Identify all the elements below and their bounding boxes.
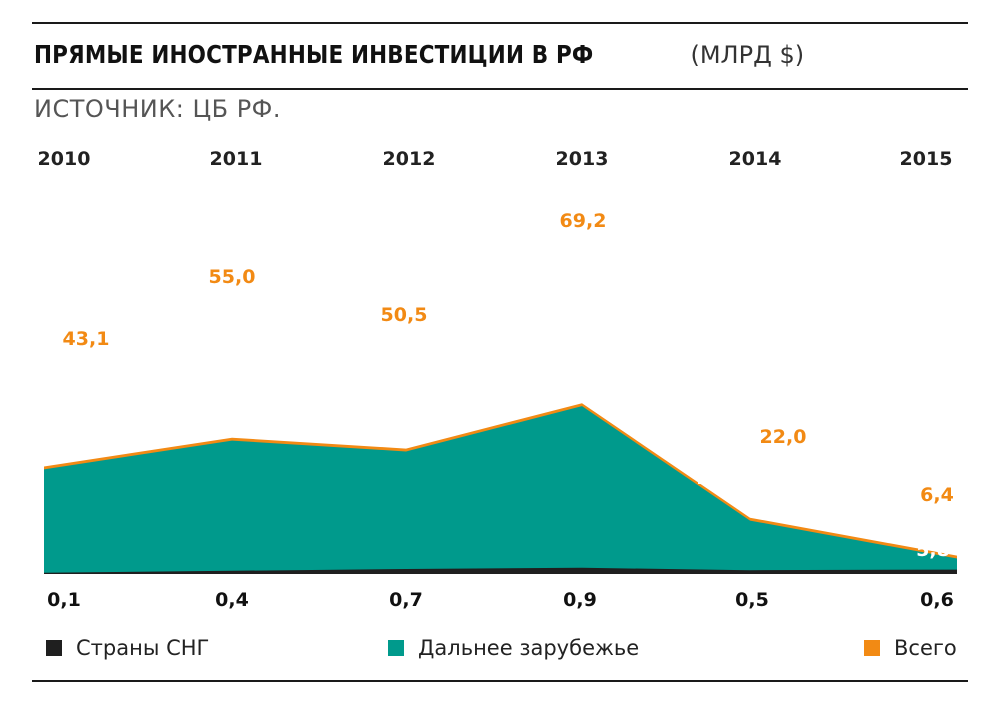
legend-swatch-cis [46,640,62,656]
x-tick-label-2014: 2014 [729,148,782,170]
x-tick-label-2011: 2011 [210,148,263,170]
legend-item-far-abroad: Дальнее зарубежье [388,636,639,660]
data-label-cis-2014: 0,5 [735,589,769,611]
legend-swatch-total [864,640,880,656]
data-label-far-abroad-2015: 5,8 [916,539,950,561]
data-label-total-2011: 55,0 [209,266,256,288]
chart-source: ИСТОЧНИК: ЦБ РФ. [34,95,281,123]
data-label-total-2015: 6,4 [920,484,954,506]
data-label-total-2014: 22,0 [760,426,807,448]
data-label-cis-2013: 0,9 [563,589,597,611]
data-label-far-abroad-2010: 43,0 [63,407,110,429]
top-rule [32,22,968,24]
data-label-total-2013: 69,2 [560,210,607,232]
data-label-cis-2010: 0,1 [47,589,81,611]
title-rule [32,88,968,90]
data-label-total-2012: 50,5 [381,304,428,326]
legend-label-total: Всего [894,636,957,660]
chart-unit: (МЛРД $) [690,41,805,69]
data-label-far-abroad-2011: 54,6 [207,328,254,350]
series-area-cis [44,567,957,574]
data-label-far-abroad-2014: 21,5 [697,467,744,489]
legend-item-cis: Страны СНГ [46,636,209,660]
chart-title-block: ПРЯМЫЕ ИНОСТРАННЫЕ ИНВЕСТИЦИИ В РФ (МЛРД… [34,40,804,69]
legend-label-far-abroad: Дальнее зарубежье [418,636,640,660]
chart-title: ПРЯМЫЕ ИНОСТРАННЫЕ ИНВЕСТИЦИИ В РФ [34,40,594,69]
bottom-rule [32,680,968,682]
data-label-far-abroad-2012: 49,8 [381,365,428,387]
legend-swatch-far-abroad [388,640,404,656]
series-area-far-abroad [44,406,957,574]
data-label-cis-2015: 0,6 [920,589,954,611]
x-tick-label-2013: 2013 [556,148,609,170]
legend-item-total: Всего [864,636,957,660]
legend-label-cis: Страны СНГ [76,636,210,660]
x-tick-label-2012: 2012 [383,148,436,170]
data-label-far-abroad-2013: 68,3 [555,272,602,294]
data-label-cis-2011: 0,4 [215,589,249,611]
x-tick-label-2010: 2010 [38,148,91,170]
x-tick-label-2015: 2015 [900,148,953,170]
data-label-cis-2012: 0,7 [389,589,423,611]
data-label-total-2010: 43,1 [63,328,110,350]
